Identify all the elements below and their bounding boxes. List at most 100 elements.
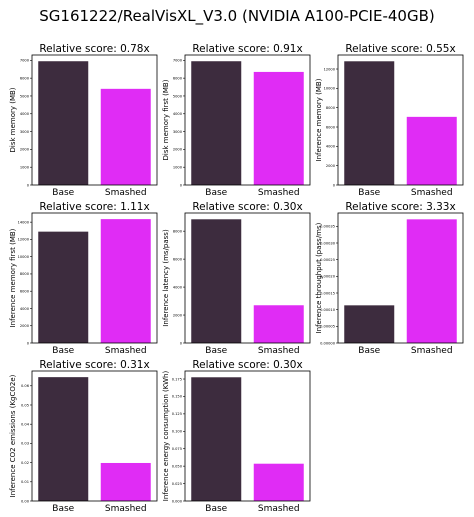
axes-frame: [184, 370, 311, 502]
y-tick-label: 6000: [326, 125, 336, 129]
y-tick-label: 0.00035: [320, 225, 335, 229]
y-tick-label: 0.00025: [320, 258, 335, 262]
y-tick-label: 8000: [326, 106, 336, 110]
x-tick-label: Base: [52, 188, 74, 198]
y-tick-label: 0.06: [21, 384, 30, 388]
x-tick-label: Smashed: [105, 346, 147, 356]
y-tick-label: 10000: [18, 255, 30, 259]
x-tick-label: Base: [358, 346, 380, 356]
x-tick-label: Smashed: [411, 188, 453, 198]
y-tick-label: 1000: [173, 165, 183, 169]
x-tick-label: Base: [205, 188, 227, 198]
y-tick-label: 0.125: [172, 412, 182, 416]
x-tick-label: Smashed: [105, 504, 147, 514]
axes-frame: [184, 54, 311, 186]
y-tick-label: 0.100: [172, 430, 183, 434]
y-tick-label: 3000: [20, 130, 30, 134]
y-tick-label: 14000: [18, 220, 30, 224]
y-tick-label: 0.000: [172, 499, 183, 503]
y-tick-label: 7000: [173, 59, 183, 63]
y-tick-label: 8000: [20, 272, 30, 276]
y-tick-label: 5000: [173, 94, 183, 98]
y-tick-label: 0.00010: [320, 308, 336, 312]
axes-frame: [31, 212, 158, 344]
bar: [253, 305, 304, 343]
bar: [100, 219, 151, 343]
axes-frame: [31, 54, 158, 186]
y-axis-label: Inference memory first (MB): [9, 228, 17, 327]
bar: [253, 463, 304, 501]
y-tick-label: 12000: [18, 238, 30, 242]
y-tick-label: 6000: [173, 76, 183, 80]
axes-frame: [337, 54, 464, 186]
subplot-title: Relative score: 0.30x: [192, 201, 302, 213]
x-tick-label: Base: [358, 188, 380, 198]
y-tick-label: 0.05: [21, 403, 29, 407]
bar: [100, 462, 151, 501]
x-tick-label: Smashed: [411, 346, 453, 356]
y-tick-label: 12000: [324, 67, 336, 71]
y-tick-label: 0.00015: [320, 291, 335, 295]
y-tick-label: 4000: [20, 307, 30, 311]
y-axis-label: Inference throughput (pass/ms): [315, 222, 323, 333]
y-tick-label: 4000: [173, 112, 183, 116]
y-axis-label: Disk memory (MB): [9, 87, 17, 152]
y-tick-label: 0: [180, 341, 183, 345]
y-tick-label: 0: [333, 183, 336, 187]
y-axis-label: Inference energy consumption (KWh): [162, 371, 170, 502]
x-tick-label: Smashed: [105, 188, 147, 198]
axes-frame: [184, 212, 311, 344]
y-tick-label: 0.00030: [320, 241, 336, 245]
bar: [191, 377, 242, 501]
y-axis-label: Disk memory first (MB): [162, 79, 170, 160]
y-tick-label: 0.150: [172, 395, 183, 399]
bar: [38, 377, 89, 501]
y-axis-label: Inference CO2 emissions (KgCO2e): [9, 374, 17, 497]
x-tick-label: Smashed: [258, 504, 300, 514]
subplot-title: Relative score: 0.91x: [192, 43, 302, 55]
bar: [406, 116, 457, 185]
bar: [100, 88, 151, 185]
y-tick-label: 0.04: [21, 422, 30, 426]
bar: [344, 305, 395, 343]
axes-frame: [337, 212, 464, 344]
y-tick-label: 2000: [20, 148, 30, 152]
bar: [38, 231, 89, 343]
y-tick-label: 0.02: [21, 461, 29, 465]
bar: [38, 61, 89, 185]
y-tick-label: 0: [27, 183, 30, 187]
subplot-title: Relative score: 3.33x: [345, 201, 455, 213]
y-tick-label: 2000: [173, 313, 183, 317]
x-tick-label: Base: [205, 346, 227, 356]
bar: [344, 61, 395, 185]
y-tick-label: 7000: [20, 59, 30, 63]
y-axis-label: Inference memory (MB): [315, 78, 323, 161]
y-tick-label: 0: [27, 341, 30, 345]
y-tick-label: 10000: [324, 87, 336, 91]
y-tick-label: 5000: [20, 94, 30, 98]
y-tick-label: 4000: [326, 145, 336, 149]
y-tick-label: 6000: [173, 257, 183, 261]
x-tick-label: Base: [52, 504, 74, 514]
y-tick-label: 3000: [173, 130, 183, 134]
subplot-title: Relative score: 0.78x: [39, 43, 149, 55]
y-tick-label: 0.075: [172, 447, 182, 451]
subplot-title: Relative score: 1.11x: [39, 201, 149, 213]
y-tick-label: 0.03: [21, 442, 29, 446]
bar: [406, 219, 457, 343]
axes-frame: [31, 370, 158, 502]
y-tick-label: 0.00: [21, 499, 30, 503]
bar: [253, 71, 304, 185]
y-tick-label: 0.01: [21, 480, 29, 484]
y-tick-label: 8000: [173, 229, 183, 233]
y-tick-label: 2000: [173, 148, 183, 152]
x-tick-label: Base: [205, 504, 227, 514]
subplot-title: Relative score: 0.31x: [39, 359, 149, 371]
y-tick-label: 2000: [20, 324, 30, 328]
figure-title: SG161222/RealVisXL_V3.0 (NVIDIA A100-PCI…: [39, 7, 435, 25]
y-tick-label: 0.025: [172, 482, 182, 486]
y-tick-label: 0: [180, 183, 183, 187]
y-tick-label: 6000: [20, 76, 30, 80]
subplot-title: Relative score: 0.55x: [345, 43, 455, 55]
